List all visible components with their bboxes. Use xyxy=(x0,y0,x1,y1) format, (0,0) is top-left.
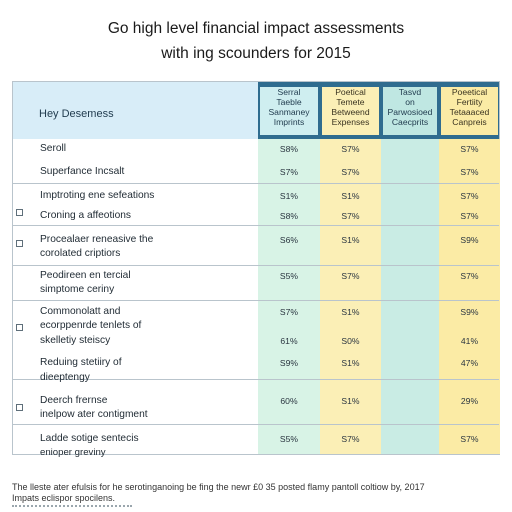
group-divider xyxy=(13,225,499,226)
cell-value: S5% xyxy=(279,434,299,444)
group-divider xyxy=(13,183,499,184)
row-label: Superfance Incsalt xyxy=(40,166,125,177)
row-label-continued: dieeptengy xyxy=(40,372,90,383)
cell-value: S1% xyxy=(341,235,360,245)
row-label: Reduing stetiiry of xyxy=(40,357,122,368)
row-label-continued: ecorppenrde tenlets of xyxy=(40,320,142,331)
table-header: Hey Desemess Serral Taeble Sanmaney Impr… xyxy=(13,82,499,139)
cell-value: S7% xyxy=(460,144,479,154)
row-label-continued: inelpow ater contigment xyxy=(40,409,148,420)
row-label: Procealaer reneasive the xyxy=(40,234,154,245)
column-header-1: Serral Taeble Sanmaney Imprints xyxy=(260,87,318,135)
row-label: Commonolatt and xyxy=(40,306,121,317)
group-divider xyxy=(13,300,499,301)
cell-value: 61% xyxy=(280,336,298,346)
cell-value: S7% xyxy=(341,144,360,154)
row-label: Croning a affeotions xyxy=(40,210,131,221)
footnote-line-1: The lleste ater efulsis for he serotinga… xyxy=(12,482,425,492)
cell-value: S9% xyxy=(460,307,479,317)
footnote: The lleste ater efulsis for he serotinga… xyxy=(12,482,502,504)
cell-value: 47% xyxy=(460,358,479,368)
cell-value: S7% xyxy=(460,271,479,281)
assessment-table: Hey Desemess Serral Taeble Sanmaney Impr… xyxy=(12,81,500,458)
cell-value: S9% xyxy=(460,235,479,245)
cell-value: 60% xyxy=(280,396,298,406)
cell-value: 41% xyxy=(460,336,479,346)
row-header-label: Hey Desemess xyxy=(39,108,114,120)
cell-value: S0% xyxy=(341,336,360,346)
report-title: Go high level financial impact assessmen… xyxy=(0,16,512,66)
cell-value: S6% xyxy=(279,235,299,245)
cell-value: S7% xyxy=(279,307,299,317)
cell-value: S1% xyxy=(341,307,360,317)
cell-value: S7% xyxy=(341,271,360,281)
column-header-4: Poeetical Fertiity Tetaaaced Canpreis xyxy=(441,87,498,135)
cell-value: S7% xyxy=(460,167,479,177)
row-label: Imptroting ene sefeations xyxy=(40,190,155,201)
column-2-background xyxy=(320,139,381,454)
cell-value: S7% xyxy=(279,167,299,177)
cell-value: S1% xyxy=(341,396,360,406)
row-label: Ladde sotige sentecis xyxy=(40,433,139,444)
group-marker-icon xyxy=(16,209,23,216)
cell-value: S8% xyxy=(279,211,299,221)
header-corner: Hey Desemess xyxy=(13,82,258,139)
title-line-1: Go high level financial impact assessmen… xyxy=(107,20,405,37)
title-line-2: with ing scounders for 2015 xyxy=(161,45,351,62)
cell-value: S7% xyxy=(460,434,479,444)
row-label-continued: simptome ceriny xyxy=(40,284,115,295)
row-label: Peodireen en tercial xyxy=(40,270,131,281)
row-label: skelletiy steiscy xyxy=(40,335,111,346)
group-marker-icon xyxy=(16,404,23,411)
cell-value: S1% xyxy=(341,191,360,201)
group-marker-icon xyxy=(16,324,23,331)
cell-value: S1% xyxy=(341,358,360,368)
row-label-continued: corolated criptiors xyxy=(40,248,121,259)
group-divider xyxy=(13,424,499,425)
column-header-2: Poetical Temete Betweend Expenses xyxy=(322,87,379,135)
cell-value: S8% xyxy=(279,144,299,154)
cell-value: S7% xyxy=(460,191,479,201)
group-marker-icon xyxy=(16,240,23,247)
cell-value: S7% xyxy=(341,434,360,444)
group-divider xyxy=(13,379,499,380)
group-divider xyxy=(13,265,499,266)
cell-value: S7% xyxy=(341,167,360,177)
row-label-continued: enioper greviny xyxy=(40,447,106,458)
row-label: Seroll xyxy=(40,143,67,154)
footnote-line-2: Impats eclispor spocilens. xyxy=(12,493,116,503)
column-header-3: Tasvd on Parwosioed Caecprits xyxy=(383,87,437,135)
column-4-background xyxy=(439,139,500,454)
column-1-background xyxy=(258,139,320,454)
footer-rule xyxy=(12,505,132,509)
column-3-background xyxy=(381,139,439,454)
cell-value: S7% xyxy=(341,211,360,221)
cell-value: S9% xyxy=(279,358,299,368)
row-label: Deerch frernse xyxy=(40,395,108,406)
cell-value: S5% xyxy=(279,271,299,281)
cell-value: S7% xyxy=(460,211,479,221)
cell-value: 29% xyxy=(460,396,479,406)
cell-value: S1% xyxy=(279,191,299,201)
